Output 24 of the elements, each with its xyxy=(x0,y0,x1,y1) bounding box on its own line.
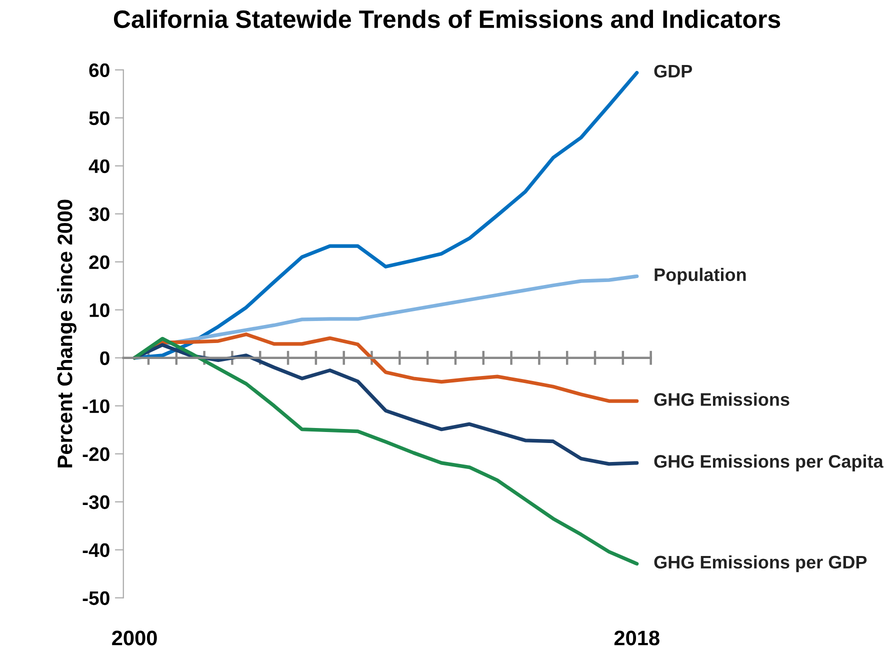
line-series xyxy=(132,70,639,360)
y-tick-label: -10 xyxy=(82,399,110,414)
y-tick-label: 60 xyxy=(89,63,110,78)
y-tick-label: 30 xyxy=(89,207,110,222)
series-label: GHG Emissions xyxy=(654,392,790,406)
y-tick-label: -20 xyxy=(82,447,110,462)
chart-title: California Statewide Trends of Emissions and Indicators xyxy=(114,10,780,28)
y-tick-label: 10 xyxy=(90,303,110,318)
x-tick-label: 2018 xyxy=(614,630,660,646)
y-tick-label: -50 xyxy=(82,591,110,606)
y-axis-title: Percent Change since 2000 xyxy=(57,200,77,468)
series-label: GHG Emissions per Capita xyxy=(654,454,884,472)
x-tick-label: 2000 xyxy=(112,630,157,646)
y-tick-label: -30 xyxy=(82,495,110,510)
series-label: GDP xyxy=(654,64,692,78)
y-tick-label: 20 xyxy=(89,255,110,270)
y-tick-label: -40 xyxy=(82,543,110,558)
series-label: Population xyxy=(654,268,746,285)
y-tick-label: 50 xyxy=(89,111,110,126)
line-series xyxy=(132,336,639,566)
line-series xyxy=(132,343,639,466)
y-tick-label: 40 xyxy=(88,159,110,174)
series-label: GHG Emissions per GDP xyxy=(654,555,867,572)
y-tick-label: 0 xyxy=(100,351,110,366)
